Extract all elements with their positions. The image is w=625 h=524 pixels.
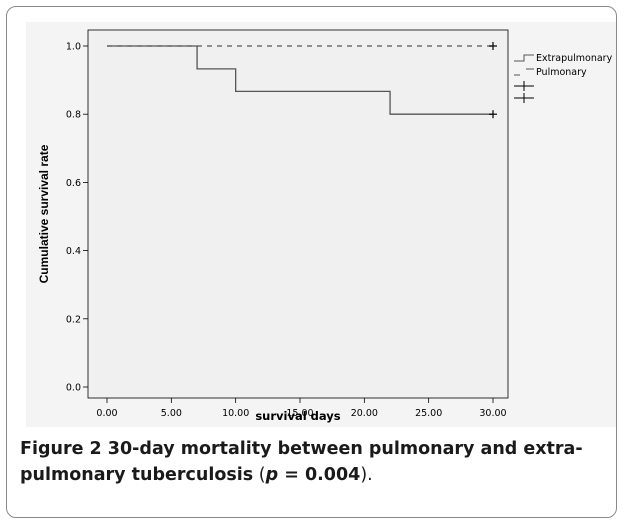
x-axis-label: survival days: [255, 409, 340, 423]
caption-text-b: pulmonary tuberculosis: [20, 465, 254, 485]
figure-caption: Figure 2 30-day mortality between pulmon…: [20, 436, 610, 488]
legend-swatch-extrapulmonary: [514, 54, 534, 62]
x-tick-label: 15.00: [286, 408, 313, 419]
y-tick-label: 0.2: [66, 314, 81, 325]
x-axis: 0.00 5.00 10.00 15.00 20.00 25.00 30.00: [96, 398, 507, 419]
y-axis: 0.0 0.2 0.4 0.6 0.8 1.0: [66, 42, 88, 394]
caption-text-d: ).: [360, 465, 373, 485]
y-tick-label: 0.0: [66, 383, 81, 394]
caption-text-a: 30-day mortality between pulmonary and e…: [101, 439, 583, 459]
legend: Extrapulmonary Pulmonary: [514, 53, 613, 103]
y-tick-label: 0.6: [66, 178, 81, 189]
x-tick-label: 0.00: [96, 408, 117, 419]
y-tick-label: 0.8: [66, 110, 81, 121]
x-tick-label: 25.00: [415, 408, 442, 419]
y-tick-label: 1.0: [66, 42, 81, 53]
caption-label: Figure 2: [20, 439, 102, 459]
caption-p-value: = 0.004: [278, 465, 361, 485]
plot-area: [87, 29, 509, 399]
caption-text-c: (: [253, 465, 266, 485]
y-axis-label: Cumulative survival rate: [37, 144, 51, 283]
series-line-extrapulmonary: [107, 45, 493, 115]
x-tick-label: 10.00: [222, 408, 249, 419]
y-tick-label: 0.4: [66, 246, 81, 257]
x-tick-label: 20.00: [351, 408, 378, 419]
x-tick-label: 5.00: [161, 408, 182, 419]
series-layer: [107, 42, 497, 119]
x-tick-label: 30.00: [479, 408, 506, 419]
legend-entry-extrapulmonary: Extrapulmonary: [536, 53, 613, 64]
legend-entry-pulmonary: Pulmonary: [536, 67, 587, 78]
caption-p-symbol: p: [265, 465, 279, 485]
survival-chart: 0.0 0.2 0.4 0.6 0.8 1.0 0.00 5.00 10.00 15.00 20.…: [26, 22, 616, 427]
